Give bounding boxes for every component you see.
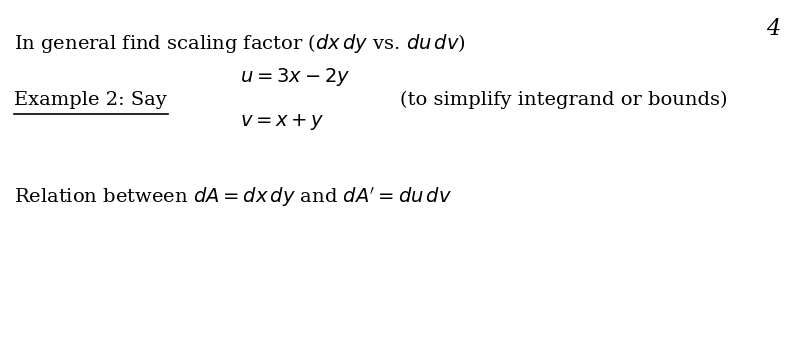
Text: In general find scaling factor ($dx\,dy$ vs. $du\,dv$): In general find scaling factor ($dx\,dy$…: [14, 32, 466, 55]
Text: $u = 3x - 2y$: $u = 3x - 2y$: [240, 66, 350, 88]
Text: 4: 4: [766, 18, 780, 40]
Text: $v = x + y$: $v = x + y$: [240, 112, 325, 132]
Text: Relation between $dA = dx\,dy$ and $dA' = du\,dv$: Relation between $dA = dx\,dy$ and $dA' …: [14, 185, 452, 209]
Text: (to simplify integrand or bounds): (to simplify integrand or bounds): [400, 91, 727, 109]
Text: Example 2: Say: Example 2: Say: [14, 91, 166, 109]
